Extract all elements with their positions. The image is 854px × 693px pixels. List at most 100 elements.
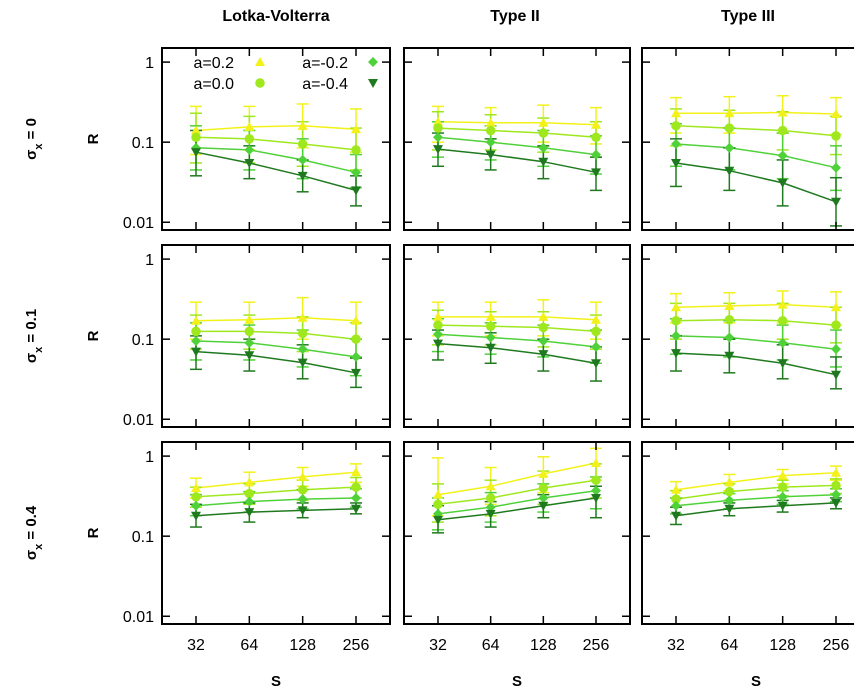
panel-frame [641,47,854,231]
panel-frame [403,244,631,428]
data-point [538,501,549,511]
data-point [671,511,681,521]
data-point [191,315,201,325]
data-point [831,480,841,491]
series-line [675,471,837,491]
data-point [297,171,308,181]
data-point [297,471,308,481]
row-label-value: = 0.1 [23,309,40,347]
data-point [724,332,735,343]
series-line [438,316,597,321]
data-point [538,350,549,360]
series-line [675,352,837,376]
data-point [671,315,681,326]
x-tick-label: 256 [823,637,850,654]
data-point [485,125,496,136]
data-point [831,370,841,380]
data-point [671,302,681,312]
data-point [297,506,308,516]
data-point [777,337,788,348]
data-point [538,322,549,333]
series-line [437,489,597,515]
panel-plot-area [190,296,362,389]
legend-label: a=0.2 [194,55,235,72]
x-tick-label: 256 [343,637,370,654]
x-axis-label: S [512,673,522,690]
series-line [195,340,357,358]
data-point [724,504,735,514]
data-point [591,326,601,337]
data-point [191,132,201,143]
series-line [437,479,597,506]
panel-frame [161,441,391,625]
y-tick-label: 1 [145,55,154,72]
panel-plot-area [432,299,602,382]
data-point [433,320,443,330]
y-tick-label: 1 [145,449,154,466]
series-line [195,350,357,374]
data-point [591,493,601,503]
data-point [191,482,201,492]
data-point [538,492,549,503]
series-line [195,497,357,507]
data-point [244,477,255,487]
data-point [591,168,601,178]
series-line [675,162,837,203]
y-axis-label: R [85,330,102,341]
data-point [831,302,841,312]
x-tick-label: 32 [429,637,447,654]
panel-plot-area [670,94,842,227]
data-point [671,121,681,131]
row-label-sigma: σ [23,550,40,560]
panel-r0-c1 [403,47,631,231]
data-point [831,489,841,500]
series-line [195,136,357,151]
series-line [437,120,597,126]
data-point [297,344,308,355]
series-line [675,335,837,350]
x-tick-label: 128 [530,637,557,654]
data-point [831,108,841,118]
data-point [297,494,308,505]
y-tick-label: 0.01 [123,412,154,429]
panel-frame [403,47,631,231]
panel-r2-c2: 32 64 128 256 [641,441,854,654]
data-point [671,330,681,341]
data-point [485,321,496,331]
data-point [244,121,255,131]
data-point [591,132,601,143]
data-point [777,359,788,369]
data-point [538,483,549,493]
data-point [591,341,601,352]
series-line [195,317,357,322]
data-point [191,326,201,337]
series-line [675,125,837,137]
data-point [671,500,681,511]
x-tick-label: 32 [187,637,205,654]
data-point [538,117,549,127]
data-point [724,495,735,506]
data-point [777,482,788,492]
data-point [433,499,443,510]
data-point [831,197,841,207]
data-point [724,300,735,310]
data-point [485,481,496,491]
data-point [591,458,601,468]
data-point [485,332,496,343]
y-tick-label: 0.1 [132,332,154,349]
x-tick-label: 128 [769,637,796,654]
data-point [191,500,201,511]
column-title-lotka-volterra: Lotka-Volterra [222,8,329,25]
data-point [351,124,361,134]
data-point [777,315,788,326]
x-tick-label: 64 [240,637,258,654]
data-point [244,488,255,499]
panel-frame [161,244,391,428]
row-label: σx = 0.1 [23,309,45,363]
data-point [485,502,496,513]
data-point [671,484,681,494]
data-point [297,139,308,149]
data-point [591,485,601,496]
data-point [777,501,788,511]
